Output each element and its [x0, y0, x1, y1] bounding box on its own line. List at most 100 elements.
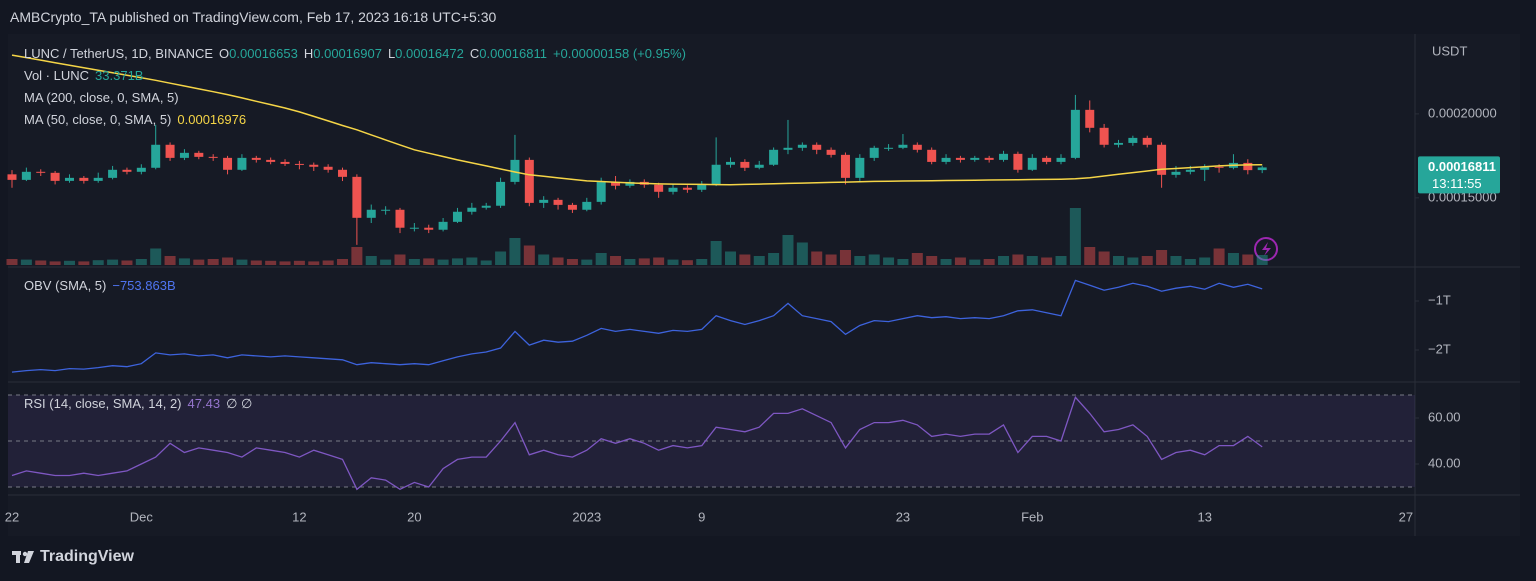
candle-body	[539, 199, 549, 203]
currency-label: USDT	[1432, 43, 1467, 58]
candle-body	[1070, 109, 1080, 158]
legend-rsi: RSI (14, close, SMA, 14, 2) 47.43 ∅ ∅	[24, 396, 258, 412]
x-tick-label: Dec	[130, 509, 154, 524]
indicator-name: MA (50, close, 0, SMA, 5)	[24, 112, 172, 127]
candle-body	[467, 207, 477, 212]
candle-body	[970, 157, 980, 160]
ma50-line	[11, 54, 1263, 186]
y-tick-label: −2T	[1428, 341, 1451, 356]
candle-body	[912, 144, 922, 150]
ohlc-label: O	[219, 46, 230, 61]
volume-bar	[696, 259, 708, 265]
rsi-value: 47.43	[187, 396, 221, 411]
candle-body	[740, 161, 750, 168]
volume-bar	[495, 251, 507, 265]
volume-bar	[265, 260, 277, 265]
candle-body	[237, 157, 247, 170]
candle-body	[409, 227, 419, 229]
candle-body	[654, 184, 664, 192]
volume-bar	[322, 260, 334, 265]
volume-bar	[92, 260, 104, 265]
candle-body	[251, 157, 261, 160]
candle-body	[280, 161, 290, 164]
candle-body	[1027, 157, 1037, 170]
volume-bar	[595, 253, 607, 265]
volume-bar	[178, 258, 190, 265]
volume-bar	[1213, 248, 1225, 265]
candle-body	[625, 181, 635, 186]
volume-bar	[207, 259, 219, 265]
volume-bar	[49, 261, 61, 265]
volume-bar	[1227, 253, 1239, 265]
volume-bar	[1184, 259, 1196, 265]
volume-bar	[1112, 256, 1124, 265]
candle-body	[582, 201, 592, 210]
volume-bar	[638, 258, 650, 265]
candle-body	[898, 144, 908, 148]
volume-bar	[1012, 254, 1024, 265]
volume-bar	[365, 256, 377, 265]
volume-bar	[135, 259, 147, 265]
candle-body	[1128, 137, 1138, 143]
candle-body	[481, 205, 491, 208]
volume-bar	[1242, 254, 1254, 265]
x-tick-label: 12	[292, 509, 306, 524]
publish-info: AMBCrypto_TA published on TradingView.co…	[10, 9, 497, 25]
legend-ma200: MA (200, close, 0, SMA, 5)	[24, 90, 185, 105]
brand: TradingView	[40, 548, 134, 565]
indicator-name: MA (200, close, 0, SMA, 5)	[24, 90, 179, 105]
volume-bar	[768, 253, 780, 265]
candle-body	[194, 152, 204, 157]
chart-background	[8, 34, 1520, 536]
volume-bar	[839, 250, 851, 265]
alert-bolt	[1262, 242, 1271, 256]
high-value: 0.00016907	[313, 46, 382, 61]
candle-body	[323, 166, 333, 170]
candle-body	[840, 154, 850, 178]
open-value: 0.00016653	[229, 46, 298, 61]
volume-bar	[63, 260, 75, 265]
candle-body	[7, 174, 17, 180]
volume-bar	[796, 242, 808, 265]
volume-bar	[782, 235, 794, 265]
candle-body	[567, 204, 577, 210]
countdown: 13:11:55	[1432, 176, 1482, 191]
volume-bar	[825, 254, 837, 265]
candle-body	[366, 209, 376, 218]
x-tick-label: 22	[5, 509, 19, 524]
volume-bar	[954, 257, 966, 265]
low-value: 0.00016472	[395, 46, 464, 61]
candle-body	[309, 164, 319, 167]
volume-bar	[121, 260, 133, 265]
alert-icon[interactable]	[1254, 237, 1278, 261]
volume-bar	[1098, 251, 1110, 265]
ohlc-label: L	[387, 46, 396, 61]
candle-body	[136, 167, 146, 172]
legend-obv: OBV (SMA, 5) −753.863B	[24, 278, 182, 293]
x-tick-label: 2023	[572, 509, 601, 524]
x-tick-label: 23	[896, 509, 910, 524]
legend-volume: Vol · LUNC 33.371B	[24, 68, 149, 83]
y-tick-label: 40.00	[1428, 455, 1461, 470]
volume-bar	[538, 254, 550, 265]
x-tick-label: 27	[1399, 509, 1413, 524]
candle-body	[769, 149, 779, 165]
volume-bar	[150, 248, 162, 265]
candle-body	[984, 157, 994, 160]
volume-bar	[667, 259, 679, 265]
volume-bar	[1141, 256, 1153, 265]
candle-body	[941, 157, 951, 162]
volume-bar	[107, 259, 119, 265]
volume-bar	[78, 261, 90, 265]
candle-body	[21, 171, 31, 180]
volume-bar	[1256, 254, 1268, 265]
candle-body	[1042, 157, 1052, 162]
volume-bar	[1055, 256, 1067, 265]
rsi-line	[11, 396, 1263, 491]
candle-body	[179, 152, 189, 158]
volume-bar	[222, 257, 234, 265]
candle-body	[1113, 142, 1123, 145]
y-tick-label: 0.00020000	[1428, 105, 1497, 120]
